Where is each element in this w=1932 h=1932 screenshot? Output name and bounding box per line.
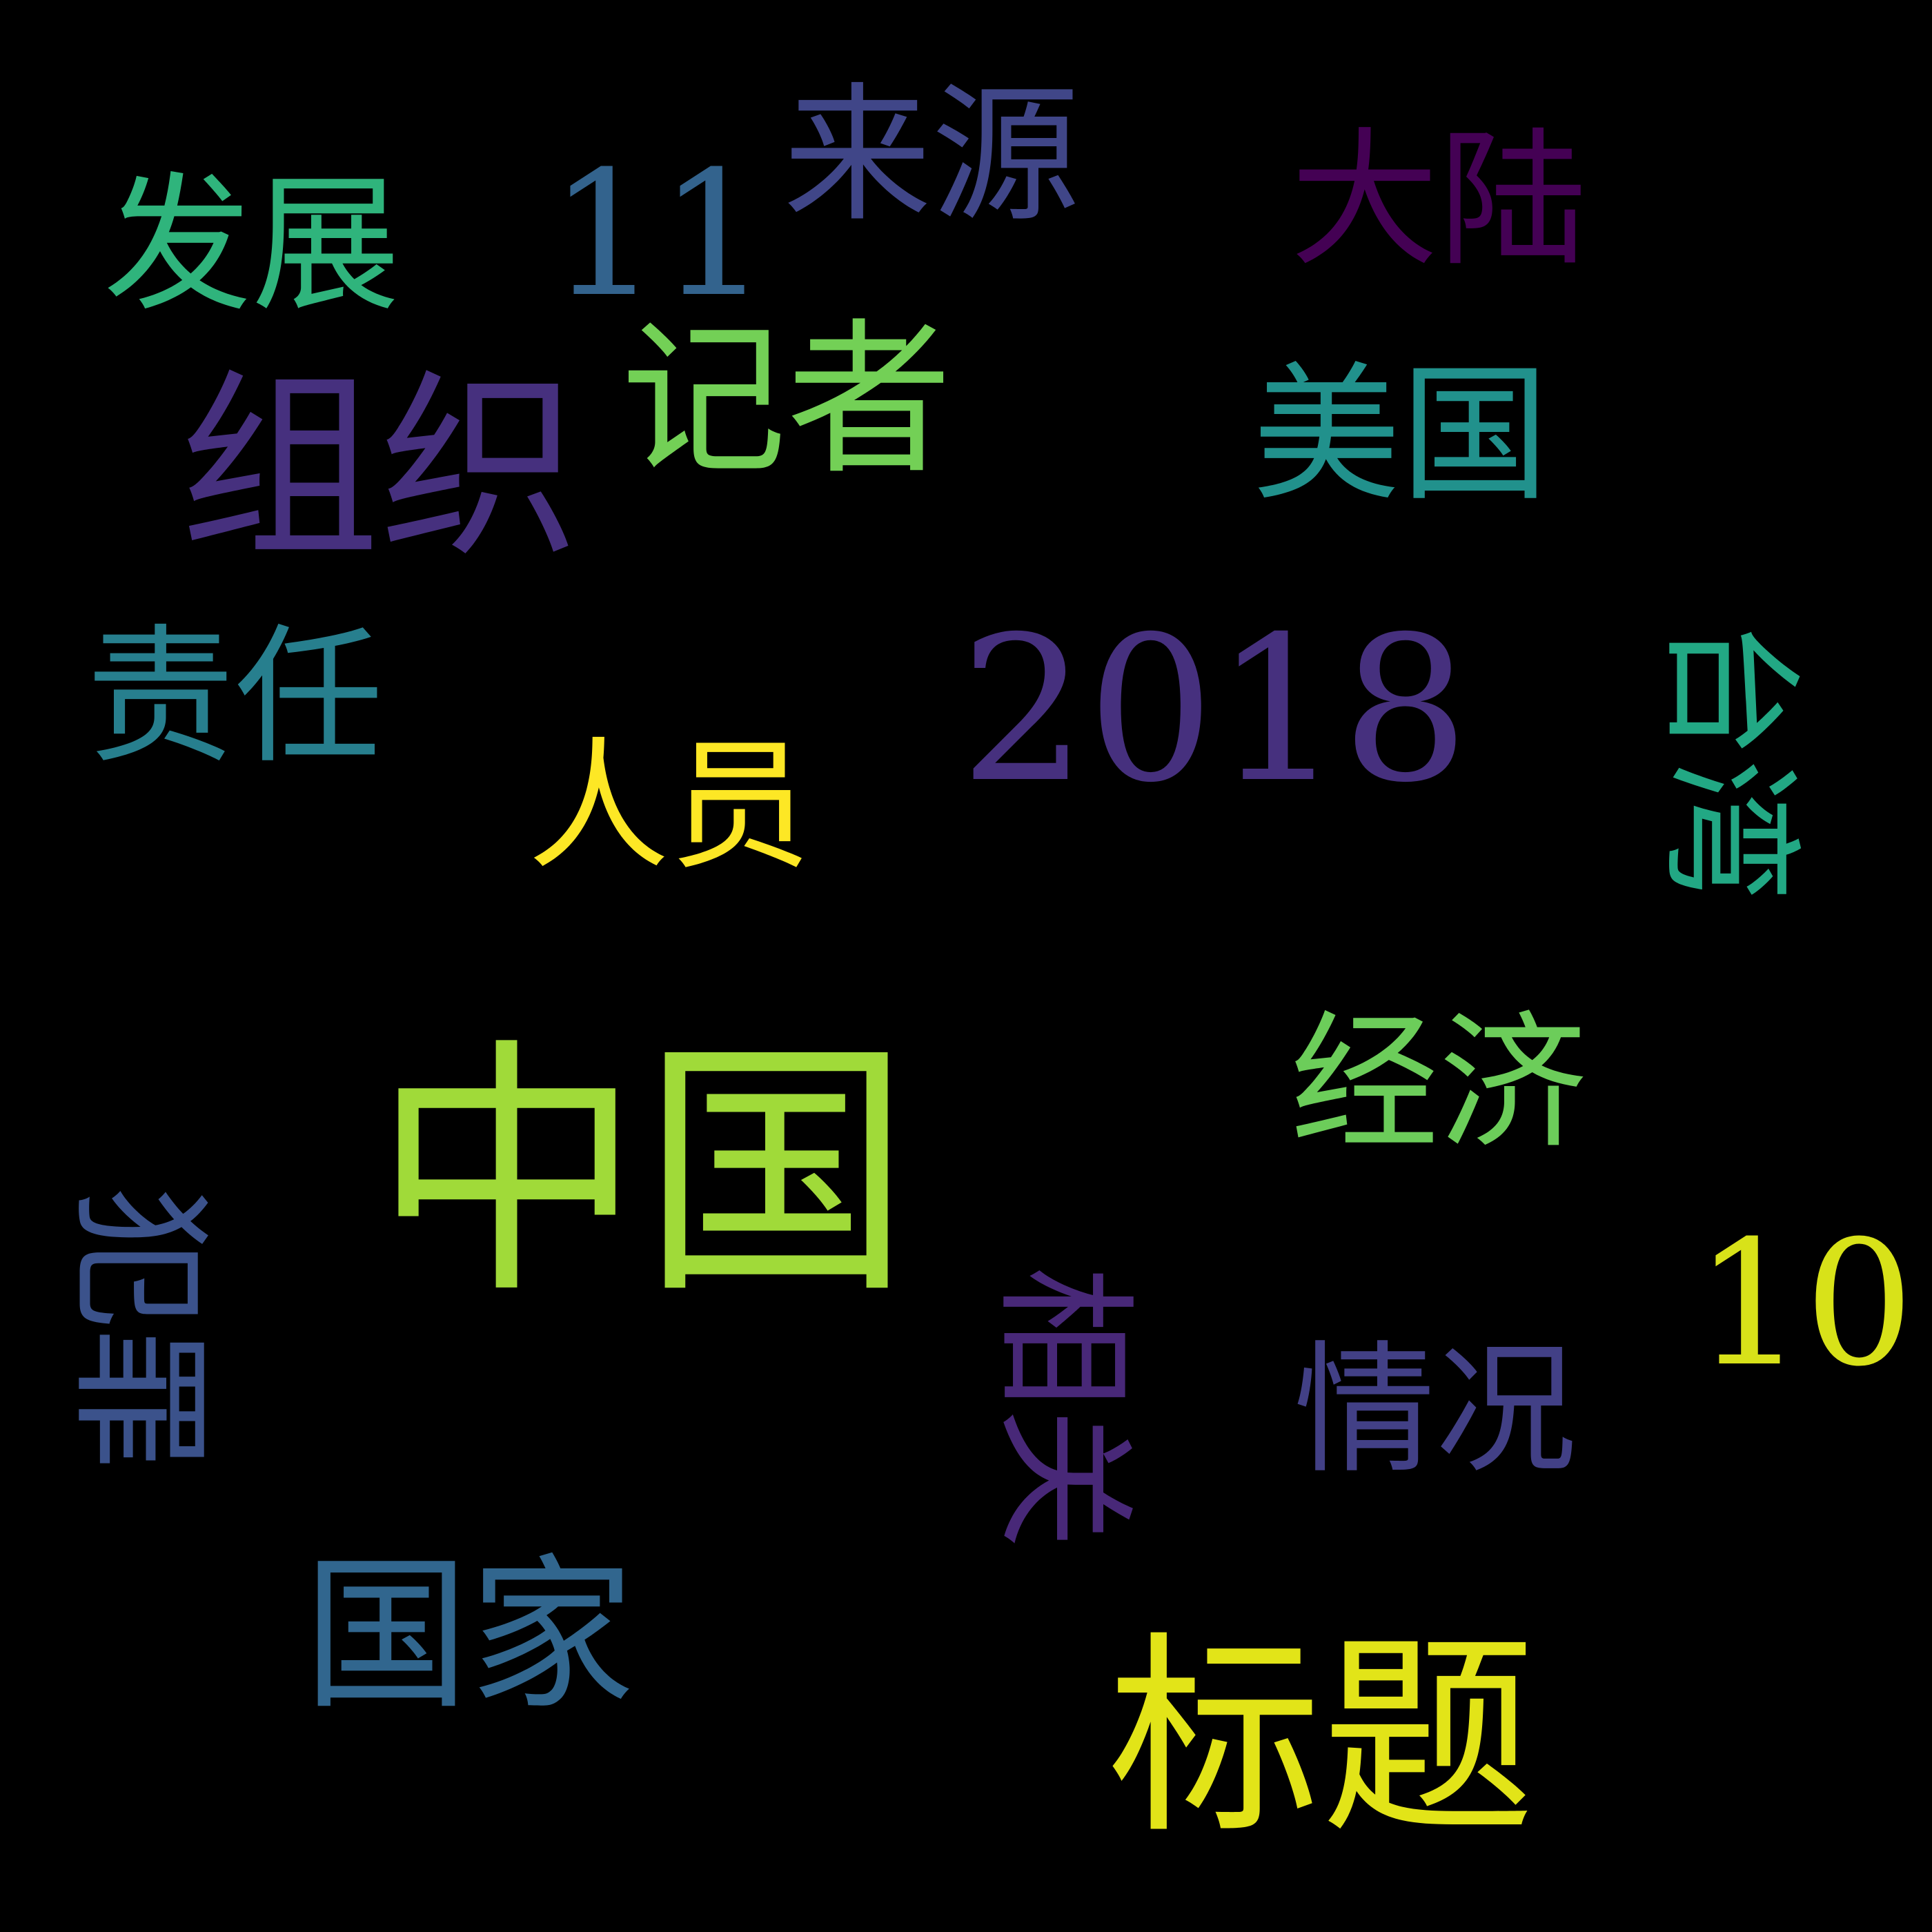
word-zhongguo: 中国 <box>373 1016 911 1330</box>
word-fazhan: 发展 <box>103 158 400 332</box>
word-qingkuang: 情况 <box>1294 1328 1577 1493</box>
word-biaoti: 标题 <box>1107 1614 1535 1863</box>
word-zuzhi: 组织 <box>179 353 580 585</box>
word-taiwan: 台湾 <box>1646 618 1811 900</box>
word-laiyuan: 来源 <box>783 68 1080 242</box>
word-11: 11 <box>549 134 769 335</box>
word-jingji: 经济 <box>1290 996 1587 1170</box>
word-zeren: 责任 <box>86 610 383 784</box>
word-fanzui: 犯罪 <box>56 1187 221 1470</box>
word-dalu: 大陆 <box>1290 113 1587 287</box>
word-xiangguan: 相关 <box>980 1266 1145 1549</box>
word-meiguo: 美国 <box>1252 348 1549 522</box>
word-2018: 2018 <box>959 594 1470 827</box>
word-guojia: 国家 <box>303 1539 635 1732</box>
word-renyuan: 人员 <box>528 724 811 889</box>
word-jizhe: 记者 <box>620 304 953 497</box>
word-10: 10 <box>1694 1203 1915 1404</box>
